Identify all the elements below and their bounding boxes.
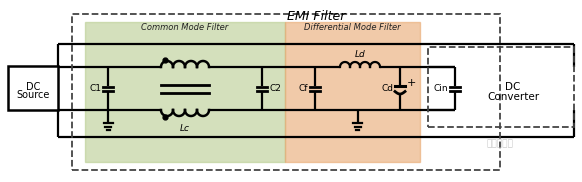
Text: 玩转嵌入式: 玩转嵌入式 [487,139,513,149]
Text: Converter: Converter [487,92,539,102]
Text: Lc: Lc [180,124,190,133]
Text: Cf: Cf [299,84,308,93]
Text: +: + [407,78,416,88]
Text: Common Mode Filter: Common Mode Filter [141,23,229,31]
Bar [85,22,285,162]
Text: Ld: Ld [354,50,365,59]
Text: Cd: Cd [381,84,393,93]
Text: DC: DC [505,82,521,92]
Text: C1: C1 [89,84,101,93]
Text: EMI Filter: EMI Filter [287,11,345,23]
Text: Source: Source [16,90,49,100]
Text: Cin: Cin [434,84,448,93]
Text: Differential Mode Filter: Differential Mode Filter [304,23,401,31]
Bar [285,22,420,162]
Text: DC: DC [26,82,40,92]
Text: C2: C2 [269,84,281,93]
